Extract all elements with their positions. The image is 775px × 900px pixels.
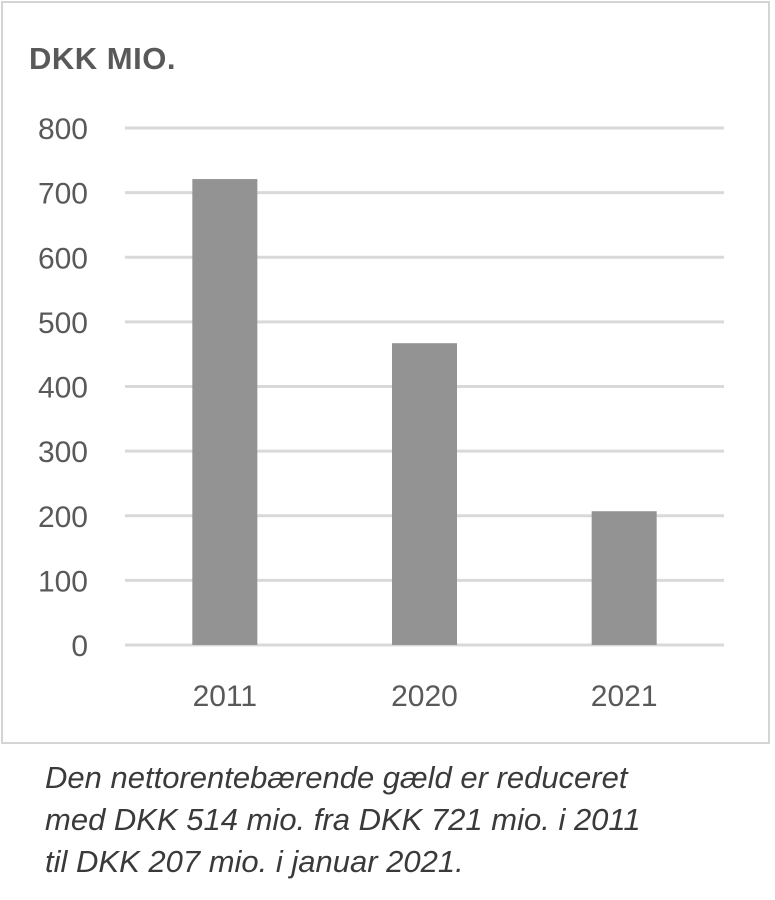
caption-line: med DKK 514 mio. fra DKK 721 mio. i 2011 — [45, 802, 641, 837]
y-tick-label: 300 — [38, 436, 88, 469]
y-tick-label: 500 — [38, 307, 88, 340]
y-tick-label: 100 — [38, 565, 88, 598]
x-tick-label: 2020 — [391, 680, 458, 713]
x-axis-ticks: 2011 2020 2021 — [193, 680, 658, 713]
bars — [192, 179, 657, 645]
y-tick-label: 200 — [38, 501, 88, 534]
x-tick-label: 2021 — [591, 680, 658, 713]
y-tick-label: 0 — [71, 630, 88, 663]
caption-line: til DKK 207 mio. i januar 2021. — [45, 844, 464, 879]
bar-2020 — [392, 343, 457, 645]
y-axis-ticks: 0 100 200 300 400 500 600 700 800 — [38, 113, 88, 663]
bar-2011 — [192, 179, 258, 645]
y-tick-label: 800 — [38, 113, 88, 146]
y-axis-unit-label: DKK MIO. — [29, 41, 176, 76]
bar-2021 — [591, 511, 657, 645]
bar-chart: 0 100 200 300 400 500 600 700 800 2011 2020 2021 — [38, 113, 724, 713]
caption-line: Den nettorentebærende gæld er reduceret — [45, 760, 628, 795]
chart-caption: Den nettorentebærende gæld er reduceret … — [45, 757, 745, 883]
y-tick-label: 400 — [38, 372, 88, 405]
x-tick-label: 2011 — [193, 680, 258, 713]
y-tick-label: 600 — [38, 242, 88, 275]
y-tick-label: 700 — [38, 178, 88, 211]
